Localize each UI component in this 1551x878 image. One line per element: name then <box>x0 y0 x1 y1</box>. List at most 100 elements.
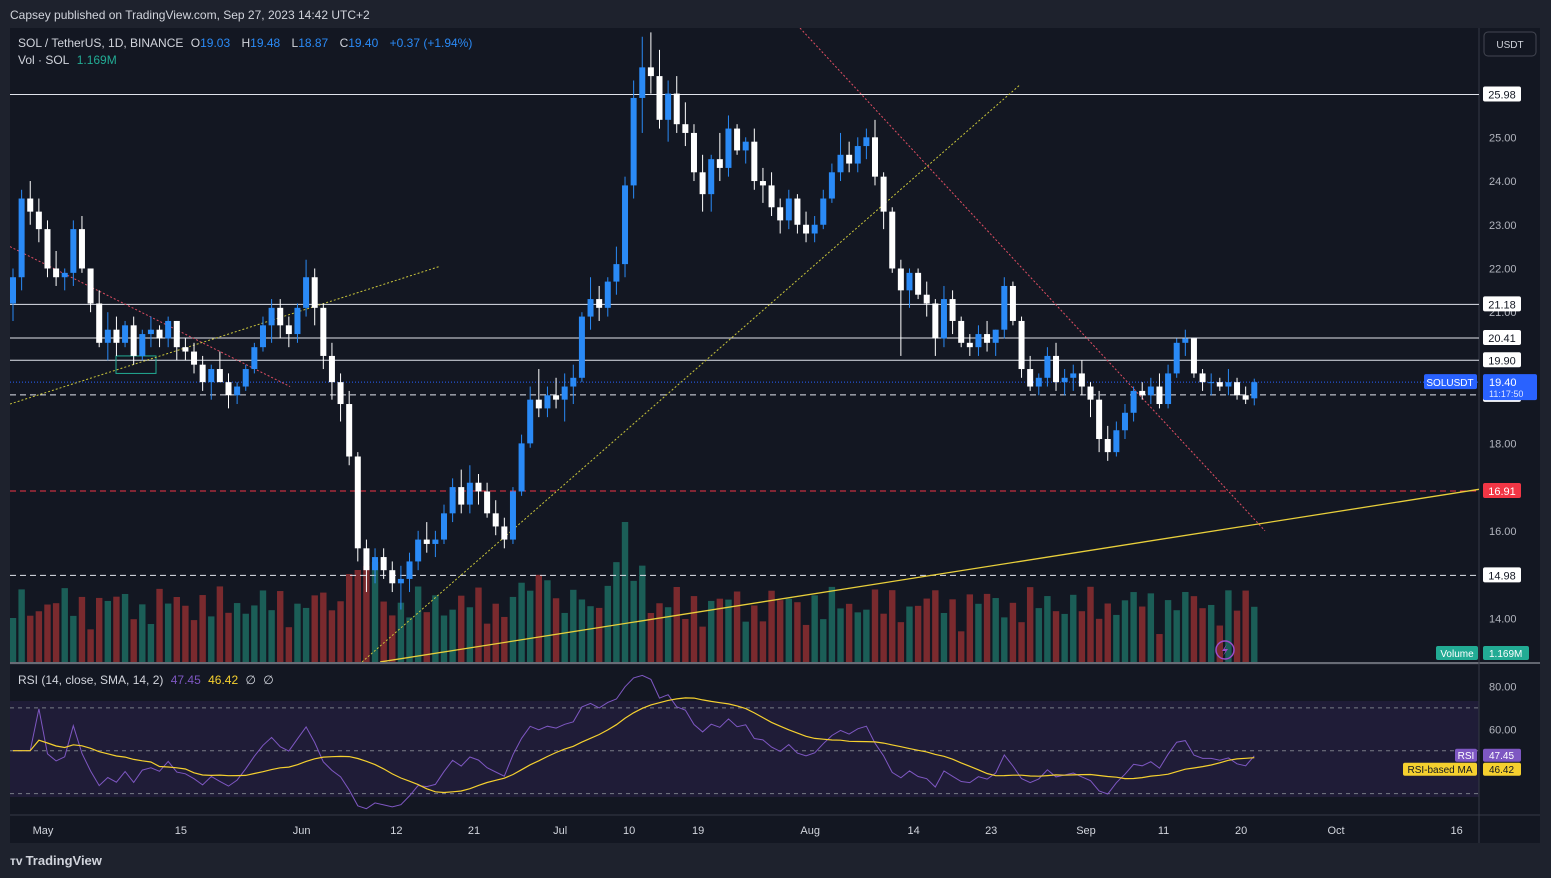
candle-body <box>984 334 991 343</box>
time-tick-label: Oct <box>1327 825 1344 837</box>
tradingview-watermark[interactable]: ᴛᴠ TradingView <box>10 853 102 868</box>
candle-body <box>509 491 516 540</box>
rsi-tick-label: 60.00 <box>1489 724 1517 736</box>
flash-icon[interactable] <box>1215 640 1235 660</box>
volume-bar <box>639 565 646 662</box>
time-tick-label: 20 <box>1235 825 1247 837</box>
volume-bar <box>1156 634 1163 662</box>
volume-bar <box>173 597 180 662</box>
candle-body <box>104 329 111 343</box>
candle-body <box>992 329 999 343</box>
volume-bar <box>845 603 853 662</box>
candle-body <box>820 198 827 225</box>
low-value: 18.87 <box>298 36 329 50</box>
rsi-nan-1: ∅ <box>245 673 256 687</box>
candle-body <box>682 124 689 133</box>
candle-body <box>61 272 68 278</box>
candle-body <box>458 487 465 505</box>
candle-body <box>932 303 939 339</box>
volume-bar <box>613 562 620 662</box>
volume-bar <box>414 586 422 662</box>
volume-bar <box>1164 600 1172 662</box>
volume-bar <box>621 522 629 662</box>
price-axis: 25.0024.0023.0022.0021.0018.0016.0014.00… <box>1403 86 1537 776</box>
rsi-value-tag <box>1483 748 1521 762</box>
candle-body <box>880 176 887 212</box>
candle-body <box>690 132 697 173</box>
volume-bar <box>27 615 34 662</box>
currency-button[interactable]: USDT <box>1483 31 1537 57</box>
volume-bar <box>182 605 189 662</box>
volume-bar <box>682 618 689 662</box>
volume-bar <box>871 589 879 662</box>
volume-bar <box>113 596 120 662</box>
candle-body <box>27 198 34 212</box>
candle-body <box>940 299 947 339</box>
volume-bar <box>87 629 94 662</box>
candle-body <box>570 377 577 387</box>
volume-bar <box>337 601 344 662</box>
volume-bar <box>294 603 301 662</box>
time-tick-label: 21 <box>468 825 480 837</box>
candle-body <box>1251 382 1258 399</box>
volume-bar <box>475 587 482 662</box>
candle-body <box>742 141 749 151</box>
candle-body <box>906 272 913 291</box>
candle-body <box>553 395 560 400</box>
candle-body <box>889 211 896 269</box>
candle-body <box>35 211 42 230</box>
volume-bar <box>906 606 913 662</box>
symbol-tag <box>1424 374 1477 390</box>
candle-body <box>354 456 361 549</box>
price-tag-label: 19.40 <box>1489 377 1517 389</box>
candle-body <box>216 369 223 383</box>
rsi-pane <box>10 674 1479 810</box>
volume-bar <box>949 599 956 662</box>
volume-bar <box>35 611 43 662</box>
candle-body <box>242 369 249 387</box>
volume-tag <box>1436 646 1478 660</box>
volume-value-tag <box>1483 646 1529 660</box>
candle-body <box>1104 439 1111 453</box>
symbol-label[interactable]: SOL / TetherUS, 1D, BINANCE <box>18 36 184 50</box>
volume-bar <box>604 585 611 662</box>
candle-body <box>191 351 198 365</box>
volume-bar <box>208 616 215 662</box>
rsi-ma-tag-label: RSI-based MA <box>1407 765 1472 776</box>
countdown-label: 11:17:50 <box>1489 389 1523 399</box>
volume-bar <box>1113 614 1120 662</box>
candle-body <box>613 264 620 282</box>
rsi-line <box>13 674 1255 810</box>
close-value: 19.40 <box>348 36 379 50</box>
volume-bar <box>130 619 137 662</box>
volume-bar <box>466 607 474 662</box>
volume-bar <box>854 612 861 662</box>
candle-body <box>975 334 982 348</box>
candle-body <box>1113 430 1120 453</box>
price-tag <box>1483 374 1537 401</box>
candle-body <box>492 513 499 527</box>
candle-body <box>622 185 629 265</box>
volume-bar <box>802 624 810 662</box>
volume-bar <box>406 617 413 662</box>
rsi-tick-label: 80.00 <box>1489 681 1517 693</box>
volume-bar <box>932 590 939 662</box>
volume-bar <box>18 589 25 662</box>
volume-legend-label[interactable]: Vol · SOL <box>18 53 70 67</box>
volume-bar <box>1078 611 1086 662</box>
rsi-legend-label[interactable]: RSI (14, close, SMA, 14, 2) <box>18 673 164 687</box>
candle-body <box>1156 386 1163 405</box>
volume-bar <box>363 566 370 662</box>
volume-bar <box>1070 594 1077 662</box>
candle-body <box>854 146 861 164</box>
volume-bar <box>716 598 724 662</box>
level-tag <box>1483 567 1521 583</box>
price-tick-label: 16.00 <box>1489 526 1517 538</box>
volume-bar <box>432 595 439 662</box>
candle-body <box>1242 395 1249 400</box>
volume-bar <box>966 594 974 662</box>
volume-bar <box>440 615 448 662</box>
candle-body <box>475 482 482 492</box>
candle-body <box>87 268 94 304</box>
